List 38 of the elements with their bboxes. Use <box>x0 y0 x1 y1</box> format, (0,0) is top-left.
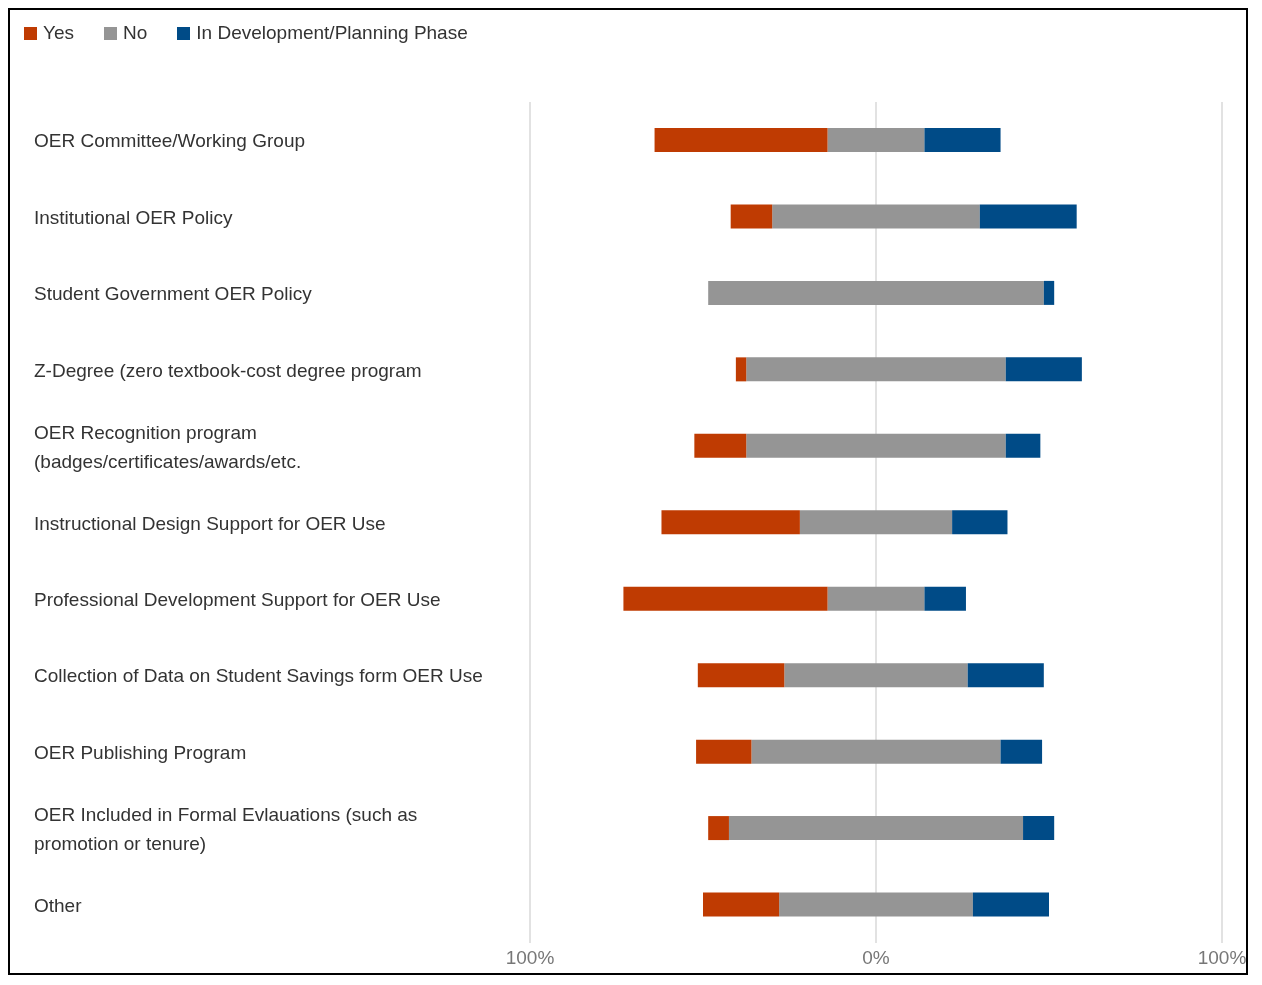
bar <box>924 586 966 611</box>
bar <box>696 739 752 764</box>
y-tick-label: Collection of Data on Student Savings form OER Use <box>34 664 483 686</box>
bar <box>661 510 800 535</box>
bar <box>730 204 773 229</box>
bar <box>694 433 747 458</box>
bar <box>697 663 785 688</box>
y-tick-label: OER Recognition program (badges/certificates/awards/etc. <box>34 421 302 472</box>
bar <box>1005 433 1041 458</box>
y-tick-label: Institutional OER Policy <box>34 206 234 228</box>
x-tick-label: 0% <box>862 947 890 969</box>
bar <box>967 663 1044 688</box>
y-tick-label: OER Committee/Working Group <box>34 129 306 151</box>
bar <box>1005 357 1082 382</box>
y-tick-label: Other <box>34 894 83 916</box>
x-tick-label: 100% <box>1197 947 1247 969</box>
bar <box>972 892 1049 917</box>
x-tick-label: 100% <box>505 947 555 969</box>
bar <box>1000 739 1043 764</box>
y-tick-label: Student Government OER Policy <box>34 282 313 304</box>
y-tick-label: Professional Development Support for OER Use <box>34 588 441 610</box>
bar <box>1023 816 1055 841</box>
bar <box>735 357 747 382</box>
y-tick-label: Instructional Design Support for OER Use <box>34 512 386 533</box>
y-tick-label: OER Publishing Program <box>34 741 247 763</box>
bar <box>708 816 729 841</box>
y-tick-label: OER Included in Formal Evlauations (such as promotion or tenure) <box>34 803 418 854</box>
bar <box>1043 280 1055 305</box>
bar <box>979 204 1077 229</box>
legend-label: No <box>123 22 148 44</box>
bar <box>703 892 780 917</box>
bar <box>924 127 1001 152</box>
legend-label: Yes <box>43 22 74 44</box>
bar <box>623 586 828 611</box>
bar <box>654 127 828 152</box>
y-tick-label: Z-Degree (zero textbook-cost degree program <box>34 359 422 381</box>
bar <box>952 510 1008 535</box>
legend-label: In Development/Planning Phase <box>196 22 468 44</box>
